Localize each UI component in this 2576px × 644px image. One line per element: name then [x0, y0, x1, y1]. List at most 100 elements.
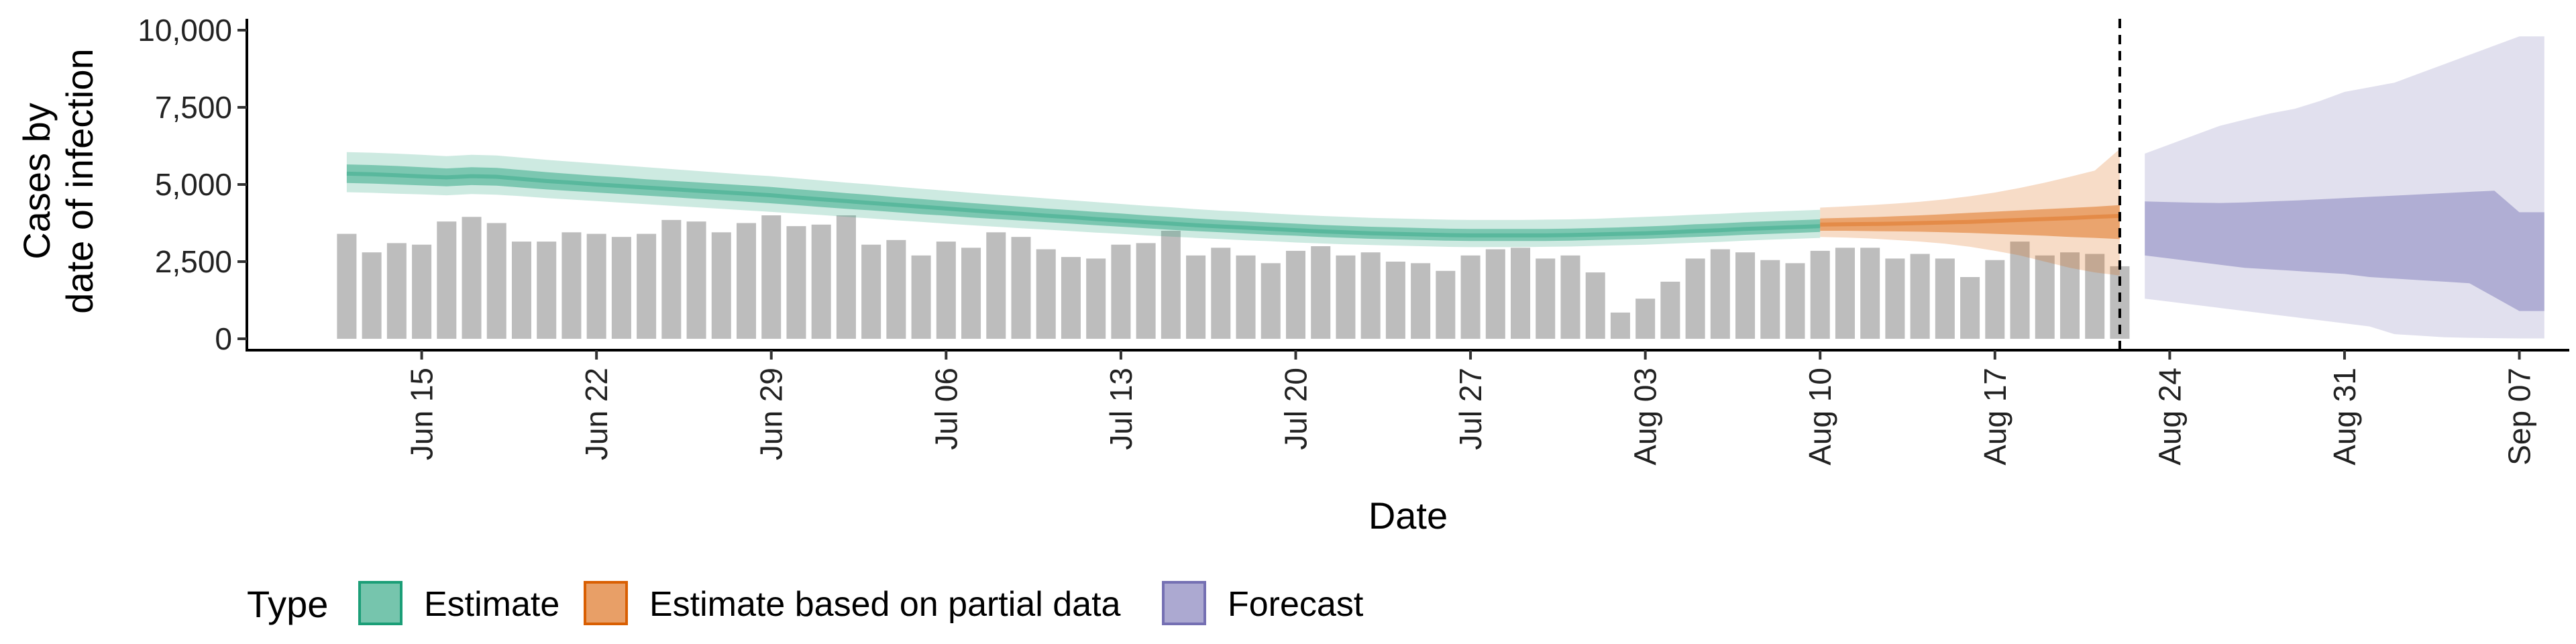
case-bar — [1536, 258, 1556, 339]
case-bar — [1885, 258, 1905, 339]
x-tick-label: Jul 13 — [1104, 368, 1138, 450]
case-bar — [1061, 257, 1081, 339]
case-bar — [1510, 248, 1531, 339]
y-tick-label: 10,000 — [138, 13, 232, 48]
case-bar — [1835, 248, 1855, 339]
legend-swatch — [358, 581, 402, 625]
case-bar — [961, 248, 981, 339]
x-tick-label: Jul 20 — [1278, 368, 1313, 450]
case-bar — [1260, 263, 1281, 339]
case-bar — [2035, 255, 2055, 339]
x-tick-label: Jun 15 — [405, 368, 439, 460]
case-bar — [1735, 252, 1756, 339]
case-bar — [1810, 250, 1830, 339]
case-bar — [1360, 252, 1381, 339]
x-tick-label: Jun 29 — [754, 368, 789, 460]
x-tick-label: Jul 27 — [1453, 368, 1488, 450]
case-bar — [412, 244, 432, 339]
case-bar — [661, 219, 682, 339]
case-bar — [611, 237, 631, 339]
x-tick-label: Jun 22 — [579, 368, 614, 460]
y-tick-label: 0 — [215, 321, 232, 356]
case-bar — [1036, 249, 1056, 339]
case-bar — [1161, 231, 1181, 339]
case-bar — [936, 241, 956, 339]
case-bar — [1760, 260, 1780, 339]
y-tick-label: 7,500 — [155, 90, 232, 125]
case-bar — [736, 223, 757, 339]
case-bar — [462, 217, 482, 339]
case-bar — [637, 233, 657, 339]
case-bar — [2010, 241, 2030, 339]
axes: 0 2,500 5,000 7,500 10,000 Jun 15 Jun 22 Jun 29… — [15, 13, 2569, 537]
y-tick-label: 2,500 — [155, 244, 232, 279]
legend-item: Estimate — [358, 581, 559, 625]
case-bar — [1910, 254, 1930, 339]
case-bar — [1935, 258, 1955, 339]
case-bar — [1086, 258, 1106, 339]
estimate-based-on-partial-data-median-line — [1820, 213, 2121, 227]
case-bar — [1560, 255, 1580, 339]
case-bar — [1785, 263, 1805, 339]
case-bar — [1585, 272, 1605, 339]
case-bar — [1960, 277, 1980, 339]
legend-item: Estimate based on partial data — [584, 581, 1121, 625]
estimate-median-line — [346, 171, 1821, 237]
case-bar — [1860, 248, 1880, 339]
estimate-ribbon-50 — [346, 164, 1821, 241]
case-bar — [586, 233, 606, 339]
estimate-based-on-partial-data-ribbon-50 — [1820, 205, 2120, 239]
y-tick-label: 5,000 — [155, 167, 232, 202]
x-tick-label: Aug 17 — [1978, 368, 2012, 466]
case-bar — [362, 252, 382, 339]
case-bar — [337, 233, 357, 339]
case-bar — [761, 215, 782, 339]
case-bar — [1011, 237, 1031, 339]
forecast-ribbon-90 — [2145, 36, 2544, 339]
case-bar — [1111, 244, 1131, 339]
case-bar — [1436, 270, 1456, 339]
case-bar — [686, 221, 706, 339]
legend-swatch — [584, 581, 628, 625]
case-bar — [486, 223, 506, 339]
x-tick-label: Aug 24 — [2152, 368, 2187, 466]
case-bar — [437, 221, 457, 339]
case-bar — [1411, 263, 1431, 339]
case-bar — [1460, 255, 1481, 339]
plot-area — [337, 19, 2544, 350]
case-bar — [711, 232, 731, 339]
case-bar — [1985, 260, 2005, 339]
estimate-based-on-partial-data-ribbon-90 — [1820, 149, 2120, 276]
case-bar — [386, 243, 407, 339]
case-bar — [1635, 299, 1656, 339]
forecast-ribbon-50 — [2145, 191, 2544, 311]
case-bar — [2059, 252, 2080, 339]
legend-label: Forecast — [1228, 585, 1364, 624]
case-bar — [1660, 281, 1680, 339]
y-axis-title-line: Cases by — [15, 103, 58, 259]
case-bar — [1136, 243, 1156, 339]
y-axis-title-line: date of infection — [58, 48, 101, 313]
legend-item: Forecast — [1162, 581, 1364, 625]
case-bar — [911, 255, 931, 339]
case-bar — [1610, 312, 1630, 339]
x-tick-label: Aug 31 — [2327, 368, 2362, 466]
legend-label: Estimate — [424, 585, 559, 624]
case-bar — [886, 239, 906, 339]
case-bar — [1186, 255, 1206, 339]
legend-label: Estimate based on partial data — [649, 585, 1121, 624]
legend-swatch — [1162, 581, 1206, 625]
x-tick-label: Aug 10 — [1803, 368, 1837, 466]
case-bar — [811, 224, 831, 339]
case-bar — [2085, 254, 2105, 339]
legend: Type Estimate Estimate based on partial da… — [247, 581, 1364, 625]
legend-title: Type — [247, 583, 328, 625]
estimate-ribbon-90 — [346, 152, 1821, 248]
case-bar — [1685, 258, 1705, 339]
case-bar — [1385, 262, 1405, 339]
case-bar — [786, 226, 806, 339]
x-tick-label: Sep 07 — [2502, 368, 2537, 466]
case-bar — [1311, 246, 1331, 339]
case-bar — [1485, 249, 1505, 339]
